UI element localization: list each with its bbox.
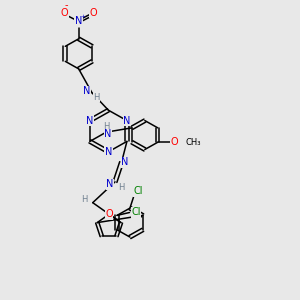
Text: H: H	[118, 183, 125, 192]
Text: H: H	[81, 195, 88, 204]
Text: O: O	[170, 137, 178, 147]
Text: +: +	[80, 14, 85, 19]
Text: O: O	[89, 8, 97, 18]
Text: H: H	[93, 93, 100, 102]
Text: -: -	[65, 1, 68, 10]
Text: N: N	[105, 147, 112, 157]
Text: H: H	[103, 122, 110, 131]
Text: N: N	[122, 157, 129, 167]
Text: N: N	[86, 116, 94, 126]
Text: CH₃: CH₃	[185, 138, 201, 147]
Text: N: N	[104, 130, 111, 140]
Text: O: O	[105, 209, 113, 219]
Text: Cl: Cl	[131, 208, 141, 218]
Text: O: O	[61, 8, 68, 18]
Text: N: N	[75, 16, 82, 26]
Text: N: N	[106, 179, 113, 189]
Text: N: N	[83, 86, 90, 96]
Text: N: N	[123, 116, 130, 126]
Text: Cl: Cl	[133, 186, 143, 197]
